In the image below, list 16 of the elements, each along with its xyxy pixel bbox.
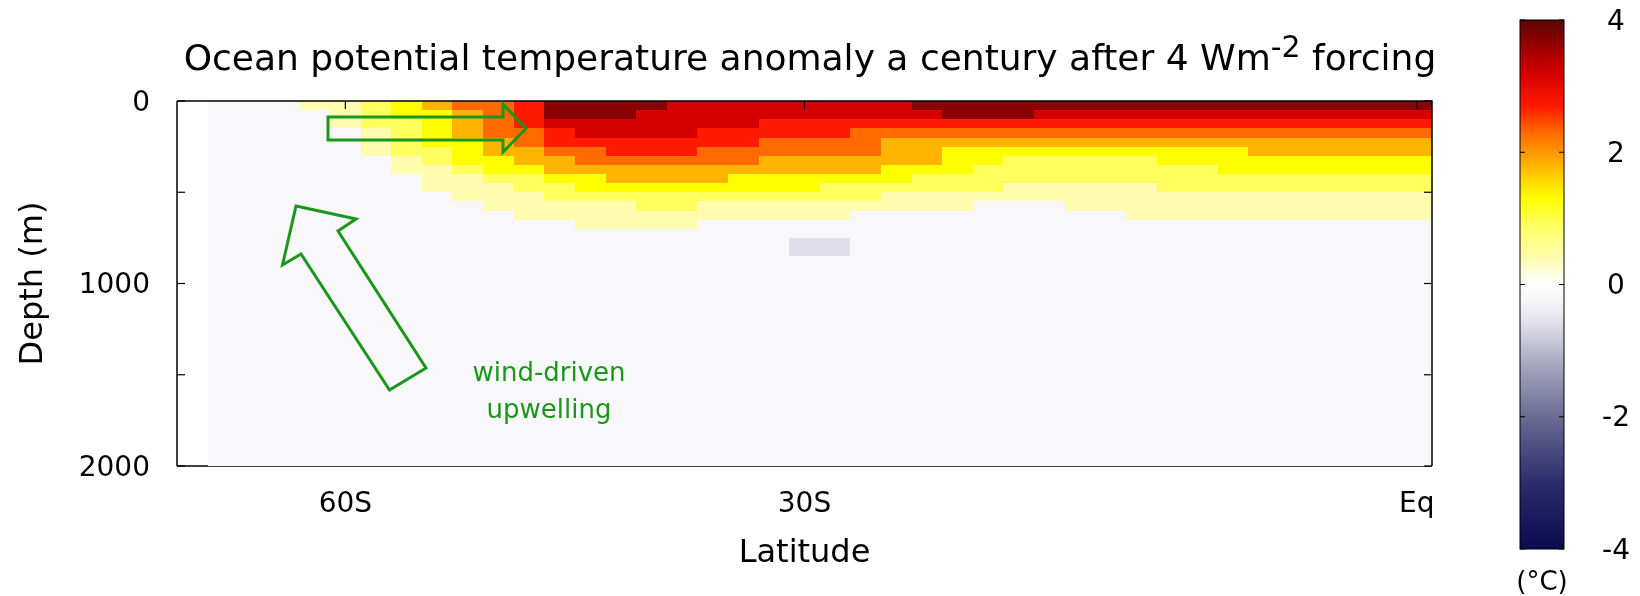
annotation: wind-driven upwelling <box>471 356 627 426</box>
y-tick-label: 1000 <box>78 267 150 301</box>
y-axis-title: Depth (m) <box>12 201 50 366</box>
chart-title: Ocean potential temperature anomaly a century after 4 Wm$^{-2}$ forcing <box>182 28 1438 79</box>
color-bar-title: (°C) <box>1516 566 1568 596</box>
color-bar-label: -4 <box>1602 532 1630 566</box>
x-tick-label: 30S <box>777 485 832 519</box>
y-tick-label: 2000 <box>78 449 150 483</box>
x-axis-title: Latitude <box>738 532 871 570</box>
color-bar-label: 0 <box>1607 268 1625 301</box>
y-tick-label: 0 <box>132 84 150 118</box>
color-bar-label: 4 <box>1607 3 1625 37</box>
color-bar-label: -2 <box>1602 400 1630 434</box>
x-tick-label: Eq <box>1398 485 1435 519</box>
color-bar-label: 2 <box>1607 135 1625 169</box>
x-tick-label: 60S <box>318 485 373 519</box>
